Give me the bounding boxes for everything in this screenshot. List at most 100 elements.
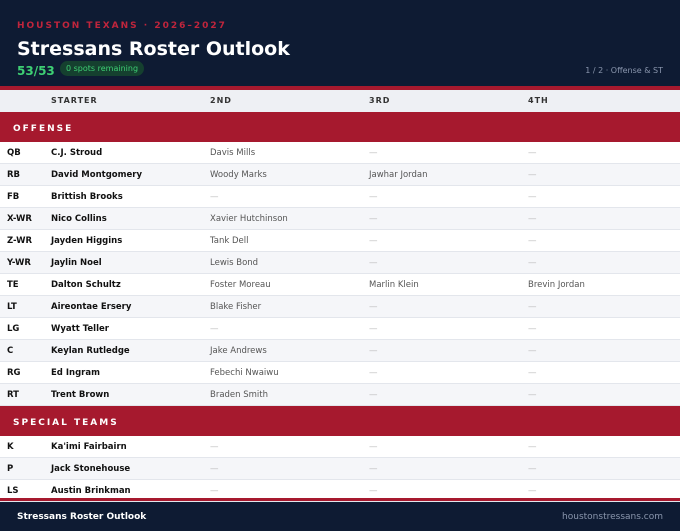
player: — (369, 148, 378, 158)
position: TE (7, 280, 19, 290)
section-header: SPECIAL TEAMS (0, 406, 680, 436)
roster-row: RT Trent Brown Braden Smith — — (0, 384, 680, 406)
position: LT (7, 302, 17, 312)
player: Aireontae Ersery (51, 302, 132, 312)
title: Stressans Roster Outlook (17, 38, 290, 60)
position: RB (7, 170, 21, 180)
column-label: 2ND (210, 96, 232, 105)
player: — (369, 442, 378, 452)
player: — (369, 192, 378, 202)
roster-row: X-WR Nico Collins Xavier Hutchinson — — (0, 208, 680, 230)
position: FB (7, 192, 20, 202)
player: — (210, 464, 219, 474)
roster-row: FB Brittish Brooks — — — (0, 186, 680, 208)
player: — (528, 302, 537, 312)
position: QB (7, 148, 21, 158)
player: — (369, 346, 378, 356)
player: Xavier Hutchinson (210, 214, 288, 224)
column-label: 4TH (528, 96, 549, 105)
section-title: OFFENSE (13, 124, 74, 134)
player: — (210, 486, 219, 496)
player: Jaylin Noel (51, 258, 102, 268)
footer-site: houstonstressans.com (562, 512, 663, 522)
player: Lewis Bond (210, 258, 259, 268)
player: Tank Dell (210, 236, 249, 246)
player: Jayden Higgins (51, 236, 123, 246)
player: Trent Brown (51, 390, 110, 400)
section-title: SPECIAL TEAMS (13, 418, 119, 428)
player: — (528, 214, 537, 224)
player: — (528, 390, 537, 400)
position: K (7, 442, 14, 452)
player: — (528, 368, 537, 378)
roster-row: QB C.J. Stroud Davis Mills — — (0, 142, 680, 164)
roster-count: 53/53 (17, 64, 55, 78)
position: P (7, 464, 14, 474)
position: RT (7, 390, 19, 400)
player: — (528, 170, 537, 180)
player: — (528, 258, 537, 268)
player: — (369, 324, 378, 334)
page-indicator: 1 / 2 · Offense & ST (585, 66, 663, 75)
player: — (210, 324, 219, 334)
player: David Montgomery (51, 170, 142, 180)
roster-row: Z-WR Jayden Higgins Tank Dell — — (0, 230, 680, 252)
player: Davis Mills (210, 148, 256, 158)
position: Y-WR (7, 258, 31, 268)
roster-row: LG Wyatt Teller — — — (0, 318, 680, 340)
player: — (210, 442, 219, 452)
player: Austin Brinkman (51, 486, 131, 496)
header: HOUSTON TEXANS · 2026–2027 Stressans Ros… (0, 0, 680, 90)
position: RG (7, 368, 21, 378)
player: Keylan Rutledge (51, 346, 130, 356)
player: Brittish Brooks (51, 192, 123, 202)
player: Jawhar Jordan (369, 170, 428, 180)
player: — (528, 192, 537, 202)
player: — (369, 258, 378, 268)
column-header: STARTER 2ND 3RD 4TH (0, 90, 680, 112)
roster-row: RG Ed Ingram Febechi Nwaiwu — — (0, 362, 680, 384)
player: — (528, 346, 537, 356)
section-header: OFFENSE (0, 112, 680, 142)
badge: 0 spots remaining (60, 61, 145, 76)
roster-row: TE Dalton Schultz Foster Moreau Marlin Klei… (0, 274, 680, 296)
roster-row: RB David Montgomery Woody Marks Jawhar Jord… (0, 164, 680, 186)
player: Marlin Klein (369, 280, 419, 290)
player: Dalton Schultz (51, 280, 121, 290)
player: — (528, 236, 537, 246)
roster-row: C Keylan Rutledge Jake Andrews — — (0, 340, 680, 362)
player: Febechi Nwaiwu (210, 368, 279, 378)
player: — (210, 192, 219, 202)
player: — (528, 464, 537, 474)
player: — (369, 464, 378, 474)
column-label: 3RD (369, 96, 391, 105)
player: C.J. Stroud (51, 148, 103, 158)
column-label: STARTER (51, 96, 98, 105)
player: — (369, 214, 378, 224)
player: — (369, 390, 378, 400)
player: — (369, 302, 378, 312)
eyebrow: HOUSTON TEXANS · 2026–2027 (17, 21, 227, 31)
player: — (528, 442, 537, 452)
player: Jake Andrews (210, 346, 267, 356)
player: Jack Stonehouse (51, 464, 131, 474)
roster-row: Y-WR Jaylin Noel Lewis Bond — — (0, 252, 680, 274)
player: — (369, 368, 378, 378)
player: — (528, 324, 537, 334)
player: Braden Smith (210, 390, 269, 400)
roster-row: LS Austin Brinkman — — — (0, 480, 680, 502)
player: Blake Fisher (210, 302, 262, 312)
footer: Stressans Roster Outlook houstonstressan… (0, 498, 680, 531)
player: Woody Marks (210, 170, 267, 180)
roster-row: LT Aireontae Ersery Blake Fisher — — (0, 296, 680, 318)
player: — (369, 486, 378, 496)
player: — (528, 148, 537, 158)
footer-title: Stressans Roster Outlook (17, 512, 147, 522)
position: C (7, 346, 14, 356)
position: LG (7, 324, 20, 334)
roster-row: P Jack Stonehouse — — — (0, 458, 680, 480)
player: Brevin Jordan (528, 280, 585, 290)
player: — (369, 236, 378, 246)
player: Nico Collins (51, 214, 107, 224)
